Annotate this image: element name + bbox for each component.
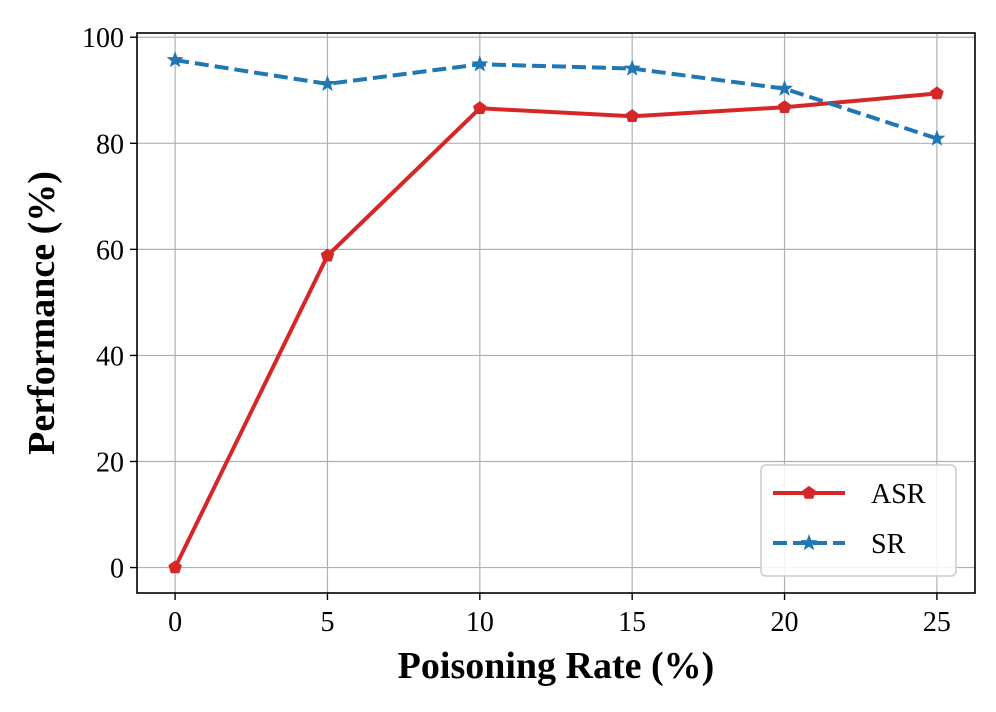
data-point-asr: [625, 109, 639, 123]
series-layer: [166, 51, 946, 574]
x-axis-title: Poisoning Rate (%): [398, 645, 715, 687]
y-tick-label: 80: [96, 129, 124, 160]
data-point-sr: [471, 55, 489, 72]
data-point-asr: [168, 560, 182, 574]
series-sr: [166, 51, 946, 146]
data-point-asr: [930, 86, 944, 100]
x-tick-label: 25: [923, 607, 951, 638]
data-point-sr: [623, 59, 641, 76]
plot-frame: [136, 32, 976, 594]
data-point-sr: [318, 74, 336, 92]
legend-label-asr: ASR: [871, 479, 926, 510]
series-line-sr: [174, 58, 938, 141]
y-axis-title: Performance (%): [21, 171, 63, 455]
legend-label-sr: SR: [871, 529, 906, 560]
x-tick-label: 15: [618, 607, 646, 638]
legend-box: [760, 464, 957, 577]
data-point-sr: [166, 51, 184, 68]
legend-marker-asr: [802, 485, 816, 499]
x-tick-label: 0: [168, 607, 182, 638]
y-tick-label: 40: [96, 341, 124, 372]
x-tick-label: 5: [320, 607, 334, 638]
data-point-sr: [928, 129, 946, 146]
series-asr: [168, 86, 944, 574]
y-tick-label: 20: [96, 447, 124, 478]
data-point-sr: [776, 79, 794, 96]
series-line-asr: [173, 91, 938, 569]
y-tick-label: 100: [82, 23, 124, 54]
data-point-asr: [320, 248, 335, 262]
x-tick-label: 20: [771, 607, 799, 638]
y-tick-label: 60: [96, 235, 124, 266]
legend-marker-sr: [800, 534, 818, 551]
y-tick-label: 0: [110, 554, 124, 585]
grid: [137, 33, 975, 593]
x-tick-label: 10: [466, 607, 494, 638]
legend: ASR SR: [760, 464, 957, 577]
data-point-asr: [473, 101, 487, 115]
data-point-asr: [777, 100, 792, 113]
axis-ticks: 0 5 10 15 20 25 0 20 40 60 80 100: [82, 23, 951, 638]
